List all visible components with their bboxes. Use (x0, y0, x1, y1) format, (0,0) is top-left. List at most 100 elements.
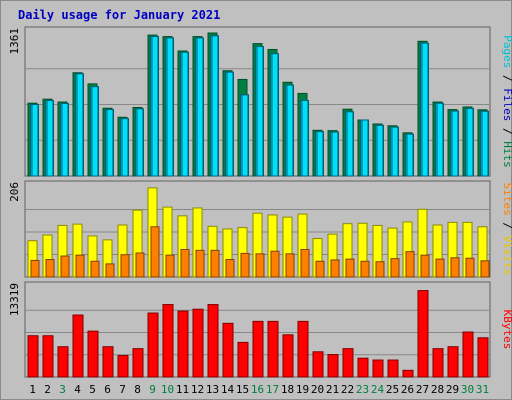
bar-kbytes-day-15 (237, 341, 249, 378)
bar-kbytes-day-23 (357, 357, 369, 378)
bar-kbytes-day-3 (57, 346, 69, 378)
bar-pages-day-31 (481, 110, 489, 177)
bar-kbytes-day-26 (402, 369, 414, 378)
bar-sites-day-19 (300, 248, 310, 278)
panel-hits-files-pages: 1361 Pages / Files / Hits (8, 26, 512, 177)
bar-kbytes-day-5 (87, 330, 99, 378)
legend-label-panel-2: KBytes (501, 310, 512, 350)
bar-sites-day-10 (165, 254, 175, 278)
day-label-16: 16 (251, 383, 264, 396)
legend-part: Files (501, 88, 512, 121)
legend-part: Visits (501, 236, 512, 276)
panel-kbytes: 13319 KBytes (8, 281, 512, 378)
bar-kbytes-day-7 (117, 354, 129, 378)
bar-kbytes-day-4 (72, 314, 84, 378)
bar-pages-day-2 (46, 100, 54, 177)
legend-label-panel-1: Sites / Visits (501, 183, 512, 276)
bar-sites-day-8 (135, 252, 145, 278)
bar-sites-day-29 (450, 257, 460, 278)
bar-pages-day-29 (451, 110, 459, 177)
bar-kbytes-day-29 (447, 346, 459, 378)
day-label-9: 9 (149, 383, 156, 396)
y-axis-max-label: 1361 (8, 28, 21, 55)
bar-kbytes-day-2 (42, 335, 54, 378)
day-label-8: 8 (134, 383, 141, 396)
bar-kbytes-day-27 (417, 290, 429, 378)
bar-pages-day-1 (31, 104, 39, 177)
bars (27, 187, 490, 278)
day-label-3: 3 (59, 383, 66, 396)
panel-visits-sites: 206 Sites / Visits (8, 180, 512, 278)
bar-sites-day-15 (240, 252, 250, 278)
bar-pages-day-20 (316, 131, 324, 177)
chart-title: Daily usage for January 2021 (18, 8, 220, 22)
day-label-30: 30 (461, 383, 474, 396)
legend-part: KBytes (501, 310, 512, 350)
bar-kbytes-day-22 (342, 348, 354, 378)
day-label-29: 29 (446, 383, 459, 396)
day-label-15: 15 (236, 383, 249, 396)
bar-sites-day-16 (255, 253, 265, 278)
bar-kbytes-day-17 (267, 320, 279, 378)
day-label-21: 21 (326, 383, 339, 396)
day-label-12: 12 (191, 383, 204, 396)
day-label-24: 24 (371, 383, 385, 396)
y-axis-max-label: 206 (8, 182, 21, 202)
bar-sites-day-1 (30, 259, 40, 278)
bar-sites-day-31 (480, 260, 490, 278)
bar-sites-day-20 (315, 260, 325, 278)
bar-kbytes-day-18 (282, 334, 294, 378)
bar-sites-day-12 (195, 249, 205, 278)
bar-kbytes-day-10 (162, 304, 174, 378)
bar-kbytes-day-14 (222, 322, 234, 378)
day-label-13: 13 (206, 383, 219, 396)
day-label-7: 7 (119, 383, 126, 396)
bar-sites-day-30 (465, 257, 475, 278)
bar-kbytes-day-28 (432, 348, 444, 378)
day-label-11: 11 (176, 383, 189, 396)
bar-pages-day-3 (61, 103, 69, 177)
bar-kbytes-day-12 (192, 308, 204, 378)
day-label-31: 31 (476, 383, 489, 396)
bar-sites-day-18 (285, 253, 295, 278)
bar-sites-day-13 (210, 249, 220, 278)
bar-pages-day-5 (91, 86, 99, 177)
bars (27, 32, 489, 177)
bar-pages-day-4 (76, 73, 84, 177)
day-label-28: 28 (431, 383, 444, 396)
legend-label-panel-0: Pages / Files / Hits (501, 35, 512, 168)
bar-kbytes-day-9 (147, 312, 159, 378)
bar-sites-day-28 (435, 258, 445, 278)
bar-pages-day-14 (226, 71, 234, 177)
bar-sites-day-4 (75, 254, 85, 278)
bar-kbytes-day-1 (27, 335, 39, 378)
legend-part: / (501, 216, 512, 236)
bar-kbytes-day-21 (327, 354, 339, 378)
legend-part: Sites (501, 183, 512, 216)
bar-pages-day-18 (286, 84, 294, 177)
day-label-6: 6 (104, 383, 111, 396)
bar-pages-day-22 (346, 111, 354, 177)
bar-sites-day-14 (225, 259, 235, 278)
bar-sites-day-21 (330, 259, 340, 278)
bar-kbytes-day-31 (477, 337, 489, 378)
bar-pages-day-21 (331, 131, 339, 177)
bar-sites-day-25 (390, 258, 400, 278)
legend-part: / (501, 68, 512, 88)
bar-pages-day-28 (436, 102, 444, 177)
day-label-25: 25 (386, 383, 399, 396)
day-label-1: 1 (29, 383, 36, 396)
bar-pages-day-19 (301, 99, 309, 177)
bar-pages-day-30 (466, 107, 474, 177)
day-label-23: 23 (356, 383, 369, 396)
bar-sites-day-6 (105, 263, 115, 278)
legend-part: / (501, 121, 512, 141)
bar-sites-day-11 (180, 248, 190, 278)
bar-sites-day-2 (45, 259, 55, 278)
bar-pages-day-27 (421, 42, 429, 177)
day-label-17: 17 (266, 383, 279, 396)
bar-pages-day-15 (241, 94, 249, 177)
day-label-14: 14 (221, 383, 235, 396)
bar-pages-day-26 (406, 133, 414, 177)
